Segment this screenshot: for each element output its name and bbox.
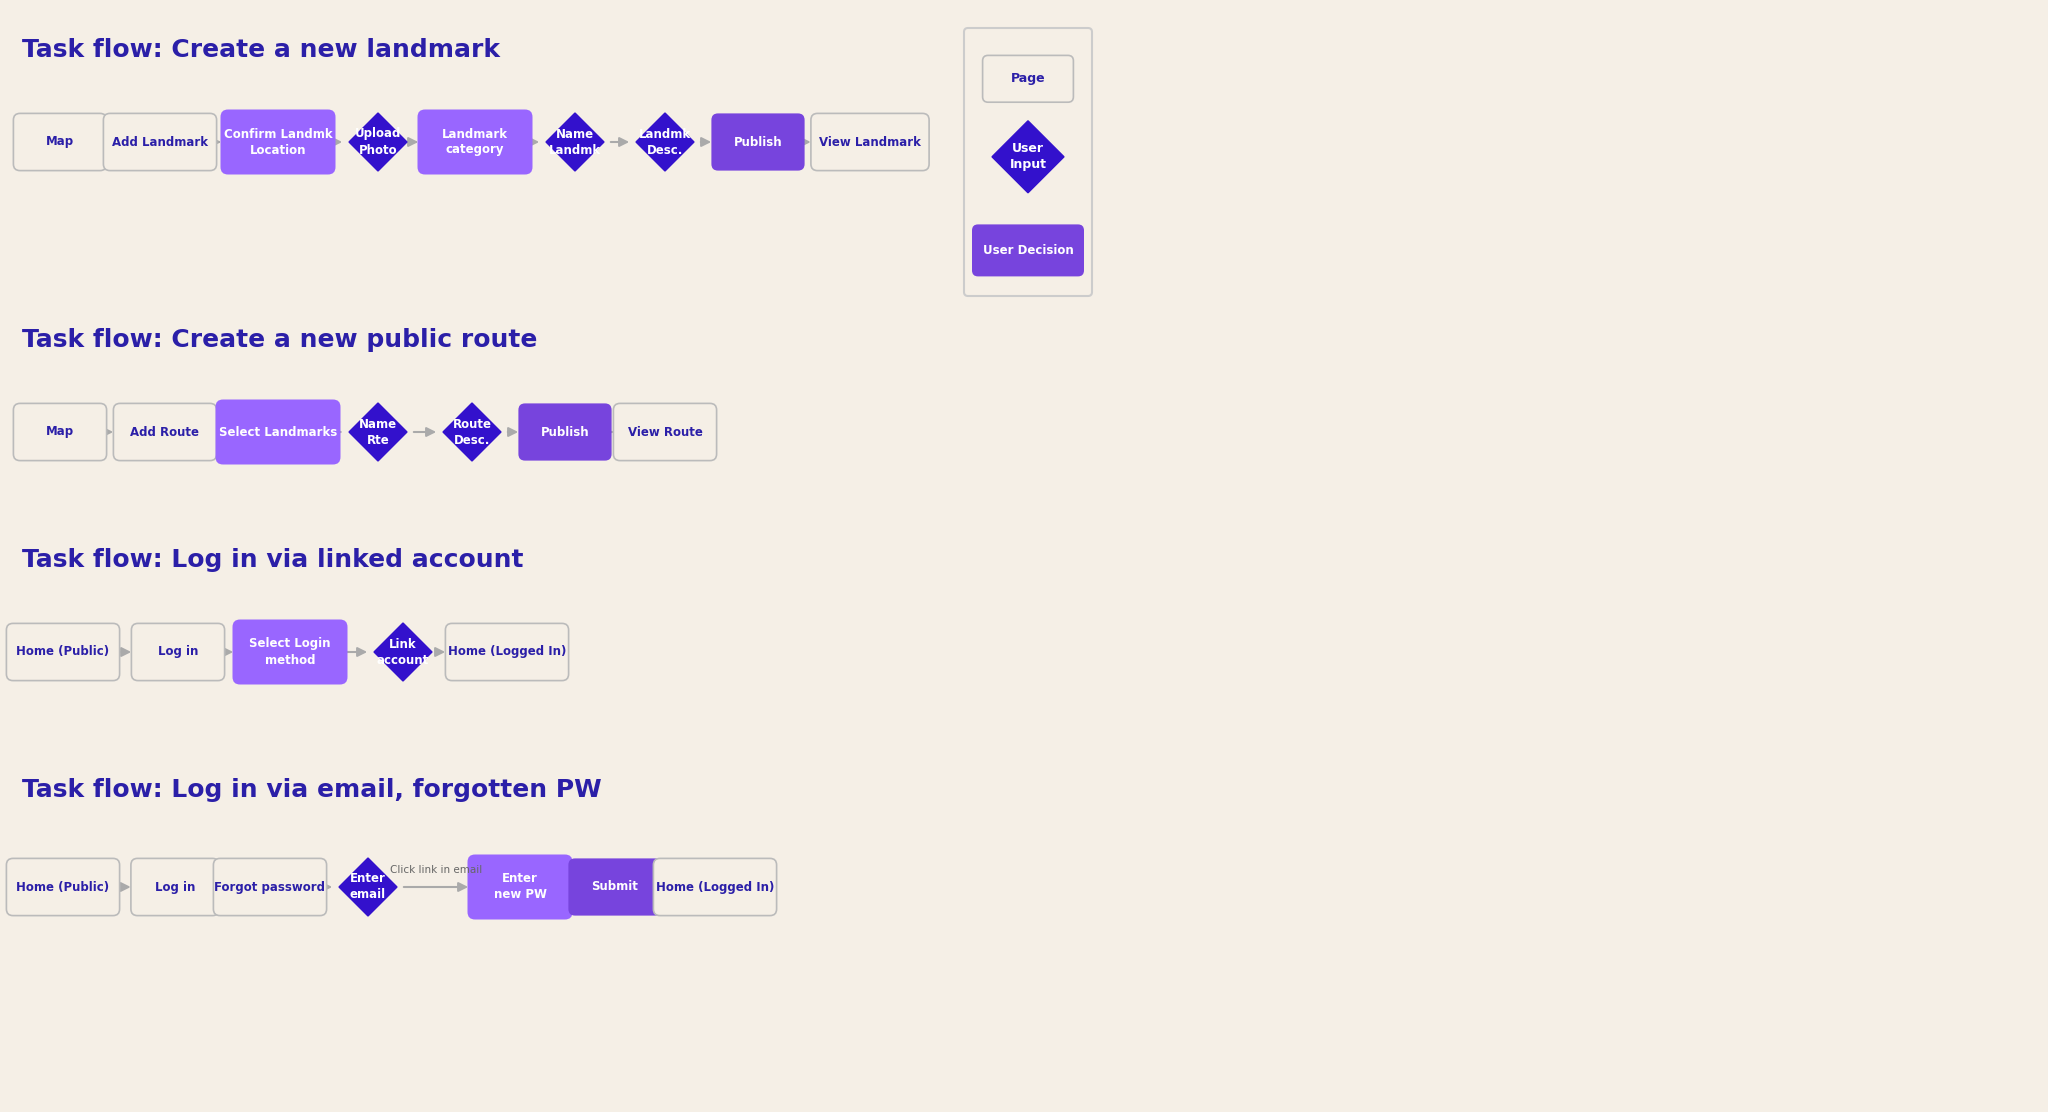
Text: Add Landmark: Add Landmark xyxy=(113,136,209,149)
FancyBboxPatch shape xyxy=(518,404,612,460)
Polygon shape xyxy=(637,113,694,171)
Polygon shape xyxy=(375,623,432,681)
Text: Confirm Landmk
Location: Confirm Landmk Location xyxy=(223,128,332,157)
FancyBboxPatch shape xyxy=(711,113,805,170)
Polygon shape xyxy=(547,113,604,171)
FancyBboxPatch shape xyxy=(233,619,348,685)
FancyBboxPatch shape xyxy=(131,858,219,915)
FancyBboxPatch shape xyxy=(131,624,225,681)
Text: Log in: Log in xyxy=(156,881,195,894)
FancyBboxPatch shape xyxy=(6,858,119,915)
Text: Select Login
method: Select Login method xyxy=(250,637,330,666)
Text: Task flow: Create a new landmark: Task flow: Create a new landmark xyxy=(23,38,500,62)
FancyBboxPatch shape xyxy=(973,225,1083,277)
Text: Home (Logged In): Home (Logged In) xyxy=(655,881,774,894)
Text: Log in: Log in xyxy=(158,645,199,658)
Text: Submit: Submit xyxy=(592,881,639,894)
Text: Enter
new PW: Enter new PW xyxy=(494,873,547,902)
Text: Select Landmarks: Select Landmarks xyxy=(219,426,338,438)
Text: Add Route: Add Route xyxy=(131,426,199,438)
Polygon shape xyxy=(442,403,502,461)
FancyBboxPatch shape xyxy=(811,113,930,170)
FancyBboxPatch shape xyxy=(569,858,662,915)
FancyBboxPatch shape xyxy=(444,624,569,681)
Polygon shape xyxy=(348,113,408,171)
FancyBboxPatch shape xyxy=(14,404,106,460)
FancyBboxPatch shape xyxy=(653,858,776,915)
Polygon shape xyxy=(991,121,1065,192)
Text: Forgot password: Forgot password xyxy=(215,881,326,894)
Text: Landmark
category: Landmark category xyxy=(442,128,508,157)
Text: Link
account: Link account xyxy=(377,637,430,666)
Text: Enter
email: Enter email xyxy=(350,873,387,902)
FancyBboxPatch shape xyxy=(102,113,217,170)
Text: Map: Map xyxy=(45,136,74,149)
Text: Click link in email: Click link in email xyxy=(389,865,481,875)
Text: Name
Rte: Name Rte xyxy=(358,417,397,447)
Text: Task flow: Log in via linked account: Task flow: Log in via linked account xyxy=(23,548,524,572)
Text: Name
Landmk: Name Landmk xyxy=(549,128,600,157)
FancyBboxPatch shape xyxy=(965,28,1092,296)
Text: Home (Logged In): Home (Logged In) xyxy=(449,645,565,658)
Text: View Route: View Route xyxy=(627,426,702,438)
Text: Landmk
Desc.: Landmk Desc. xyxy=(639,128,690,157)
FancyBboxPatch shape xyxy=(215,399,340,465)
Text: User
Input: User Input xyxy=(1010,142,1047,171)
Text: Page: Page xyxy=(1010,72,1044,86)
Text: Route
Desc.: Route Desc. xyxy=(453,417,492,447)
Polygon shape xyxy=(348,403,408,461)
FancyBboxPatch shape xyxy=(14,113,106,170)
Text: View Landmark: View Landmark xyxy=(819,136,922,149)
FancyBboxPatch shape xyxy=(467,854,573,920)
FancyBboxPatch shape xyxy=(983,56,1073,102)
Text: User Decision: User Decision xyxy=(983,244,1073,257)
FancyBboxPatch shape xyxy=(6,624,119,681)
FancyBboxPatch shape xyxy=(221,109,336,175)
Text: Map: Map xyxy=(45,426,74,438)
FancyBboxPatch shape xyxy=(213,858,326,915)
FancyBboxPatch shape xyxy=(113,404,217,460)
Text: Task flow: Log in via email, forgotten PW: Task flow: Log in via email, forgotten P… xyxy=(23,778,602,802)
Text: Publish: Publish xyxy=(733,136,782,149)
FancyBboxPatch shape xyxy=(614,404,717,460)
Text: Home (Public): Home (Public) xyxy=(16,645,109,658)
Text: Home (Public): Home (Public) xyxy=(16,881,109,894)
FancyBboxPatch shape xyxy=(418,109,532,175)
Text: Publish: Publish xyxy=(541,426,590,438)
Polygon shape xyxy=(340,858,397,916)
Text: Task flow: Create a new public route: Task flow: Create a new public route xyxy=(23,328,537,353)
Text: Upload
Photo: Upload Photo xyxy=(354,128,401,157)
